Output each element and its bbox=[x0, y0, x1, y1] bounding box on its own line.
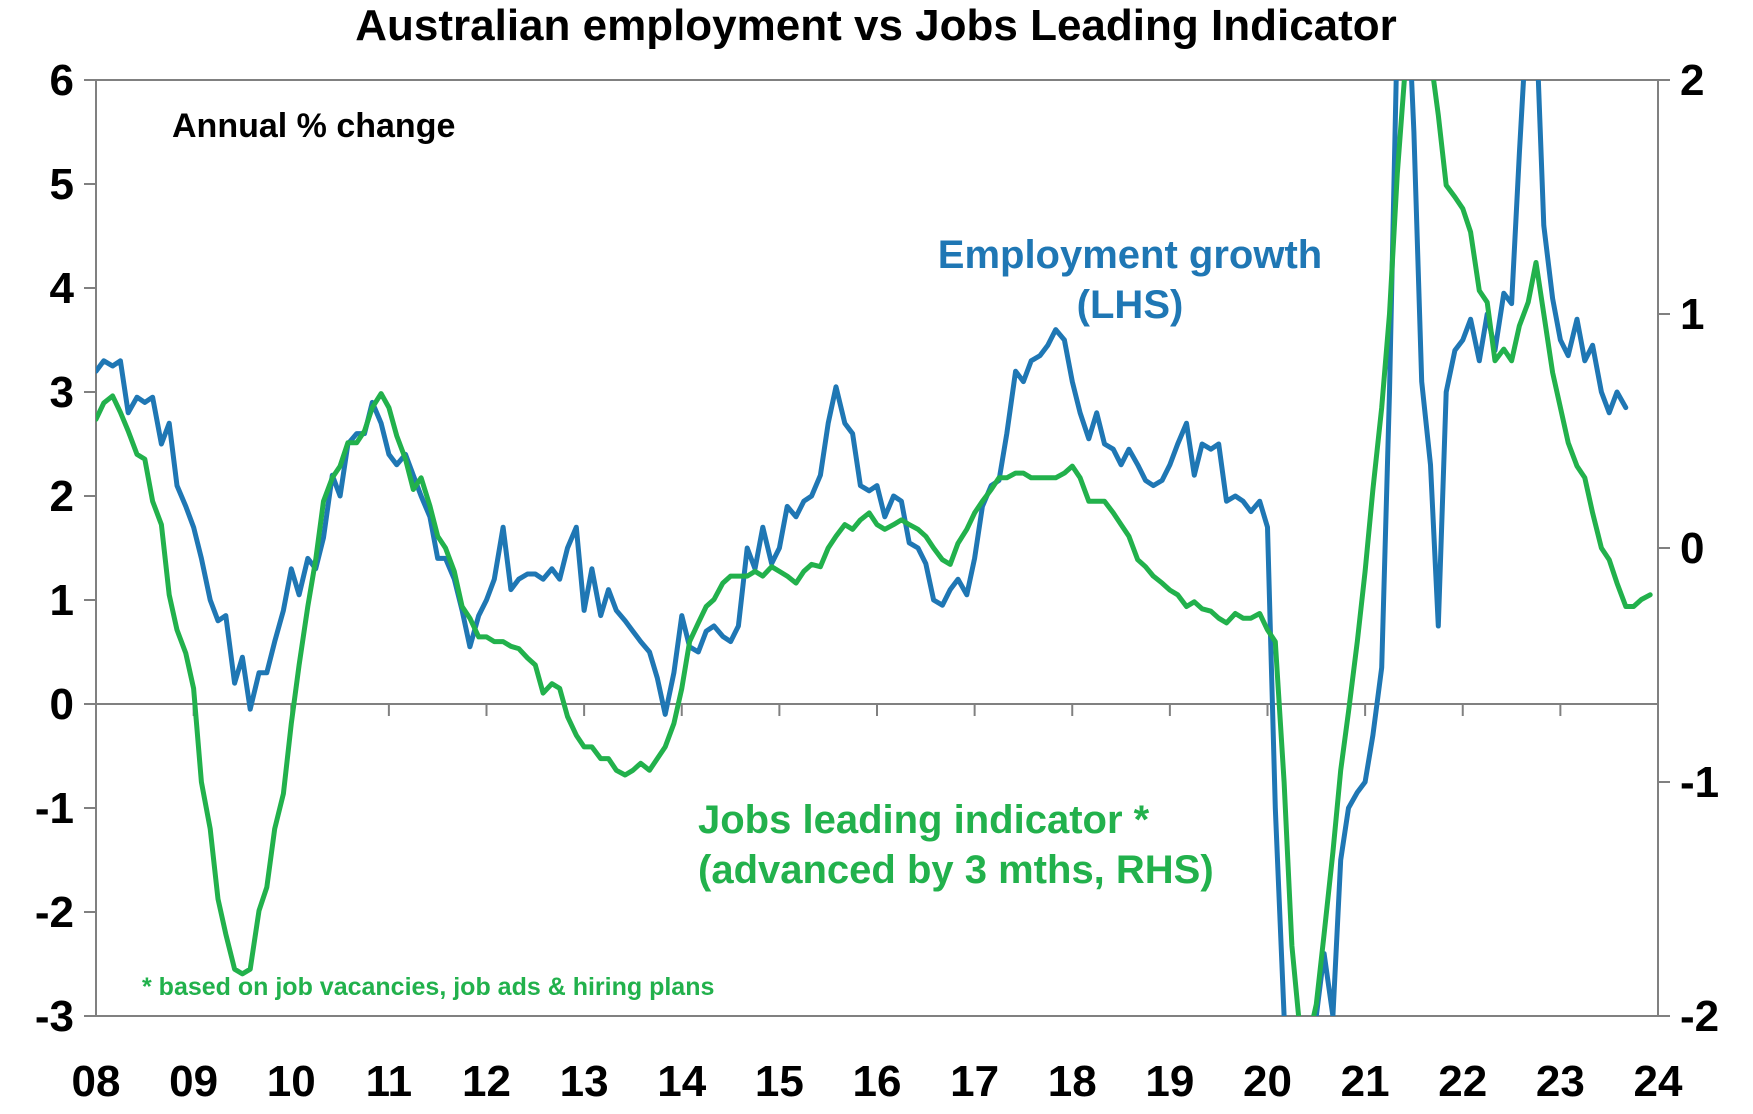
x-tick-label: 18 bbox=[1048, 1057, 1097, 1106]
chart-title: Australian employment vs Jobs Leading In… bbox=[355, 1, 1397, 50]
y-right-tick-label: -1 bbox=[1680, 758, 1719, 807]
y-right-tick-label: 0 bbox=[1680, 524, 1704, 573]
y-left-tick-label: -1 bbox=[35, 784, 74, 833]
series-layer bbox=[96, 80, 1653, 1016]
y-left-tick-label: 5 bbox=[50, 160, 74, 209]
y-left-axis: 6 5 4 3 2 1 0 -1 -2 -3 bbox=[35, 56, 96, 1041]
x-tick-label: 14 bbox=[657, 1057, 706, 1106]
y-right-tick-label: 1 bbox=[1680, 290, 1704, 339]
y-left-tick-label: 6 bbox=[50, 56, 74, 105]
x-tick-label: 10 bbox=[267, 1057, 316, 1106]
x-tick-label: 23 bbox=[1536, 1057, 1585, 1106]
jobs-leading-indicator-line bbox=[96, 80, 1653, 1016]
x-tick-label: 11 bbox=[366, 1057, 413, 1106]
x-tick-label: 21 bbox=[1341, 1057, 1390, 1106]
y-right-axis: 2 1 0 -1 -2 bbox=[1658, 56, 1719, 1041]
x-axis: 08 09 10 11 12 13 14 15 16 17 18 19 20 21 22 23 24 bbox=[72, 704, 1683, 1106]
x-tick-label: 22 bbox=[1438, 1057, 1487, 1106]
x-tick-label: 16 bbox=[853, 1057, 902, 1106]
x-tick-label: 24 bbox=[1634, 1057, 1683, 1106]
x-tick-label: 20 bbox=[1243, 1057, 1292, 1106]
y-left-tick-label: 3 bbox=[50, 368, 74, 417]
y-right-tick-label: 2 bbox=[1680, 56, 1704, 105]
x-tick-label: 15 bbox=[755, 1057, 804, 1106]
jobs-indicator-label-line2: (advanced by 3 mths, RHS) bbox=[698, 848, 1214, 892]
y-left-tick-label: 2 bbox=[50, 472, 74, 521]
chart-subtitle: Annual % change bbox=[172, 107, 455, 145]
employment-label-line2: (LHS) bbox=[1077, 283, 1184, 327]
x-tick-label: 19 bbox=[1145, 1057, 1194, 1106]
x-tick-label: 13 bbox=[560, 1057, 609, 1106]
y-left-tick-label: -3 bbox=[35, 992, 74, 1041]
x-tick-label: 09 bbox=[169, 1057, 218, 1106]
y-right-tick-label: -2 bbox=[1680, 992, 1719, 1041]
y-left-tick-label: 1 bbox=[50, 576, 74, 625]
y-left-tick-label: 4 bbox=[50, 264, 75, 313]
footnote: * based on job vacancies, job ads & hiri… bbox=[142, 973, 714, 1001]
y-left-tick-label: -2 bbox=[35, 888, 74, 937]
x-tick-label: 17 bbox=[950, 1057, 999, 1106]
y-left-tick-label: 0 bbox=[50, 680, 74, 729]
x-tick-label: 08 bbox=[72, 1057, 121, 1106]
employment-label-line1: Employment growth bbox=[938, 233, 1322, 277]
x-tick-label: 12 bbox=[462, 1057, 511, 1106]
jobs-indicator-label-line1: Jobs leading indicator * bbox=[698, 798, 1150, 842]
